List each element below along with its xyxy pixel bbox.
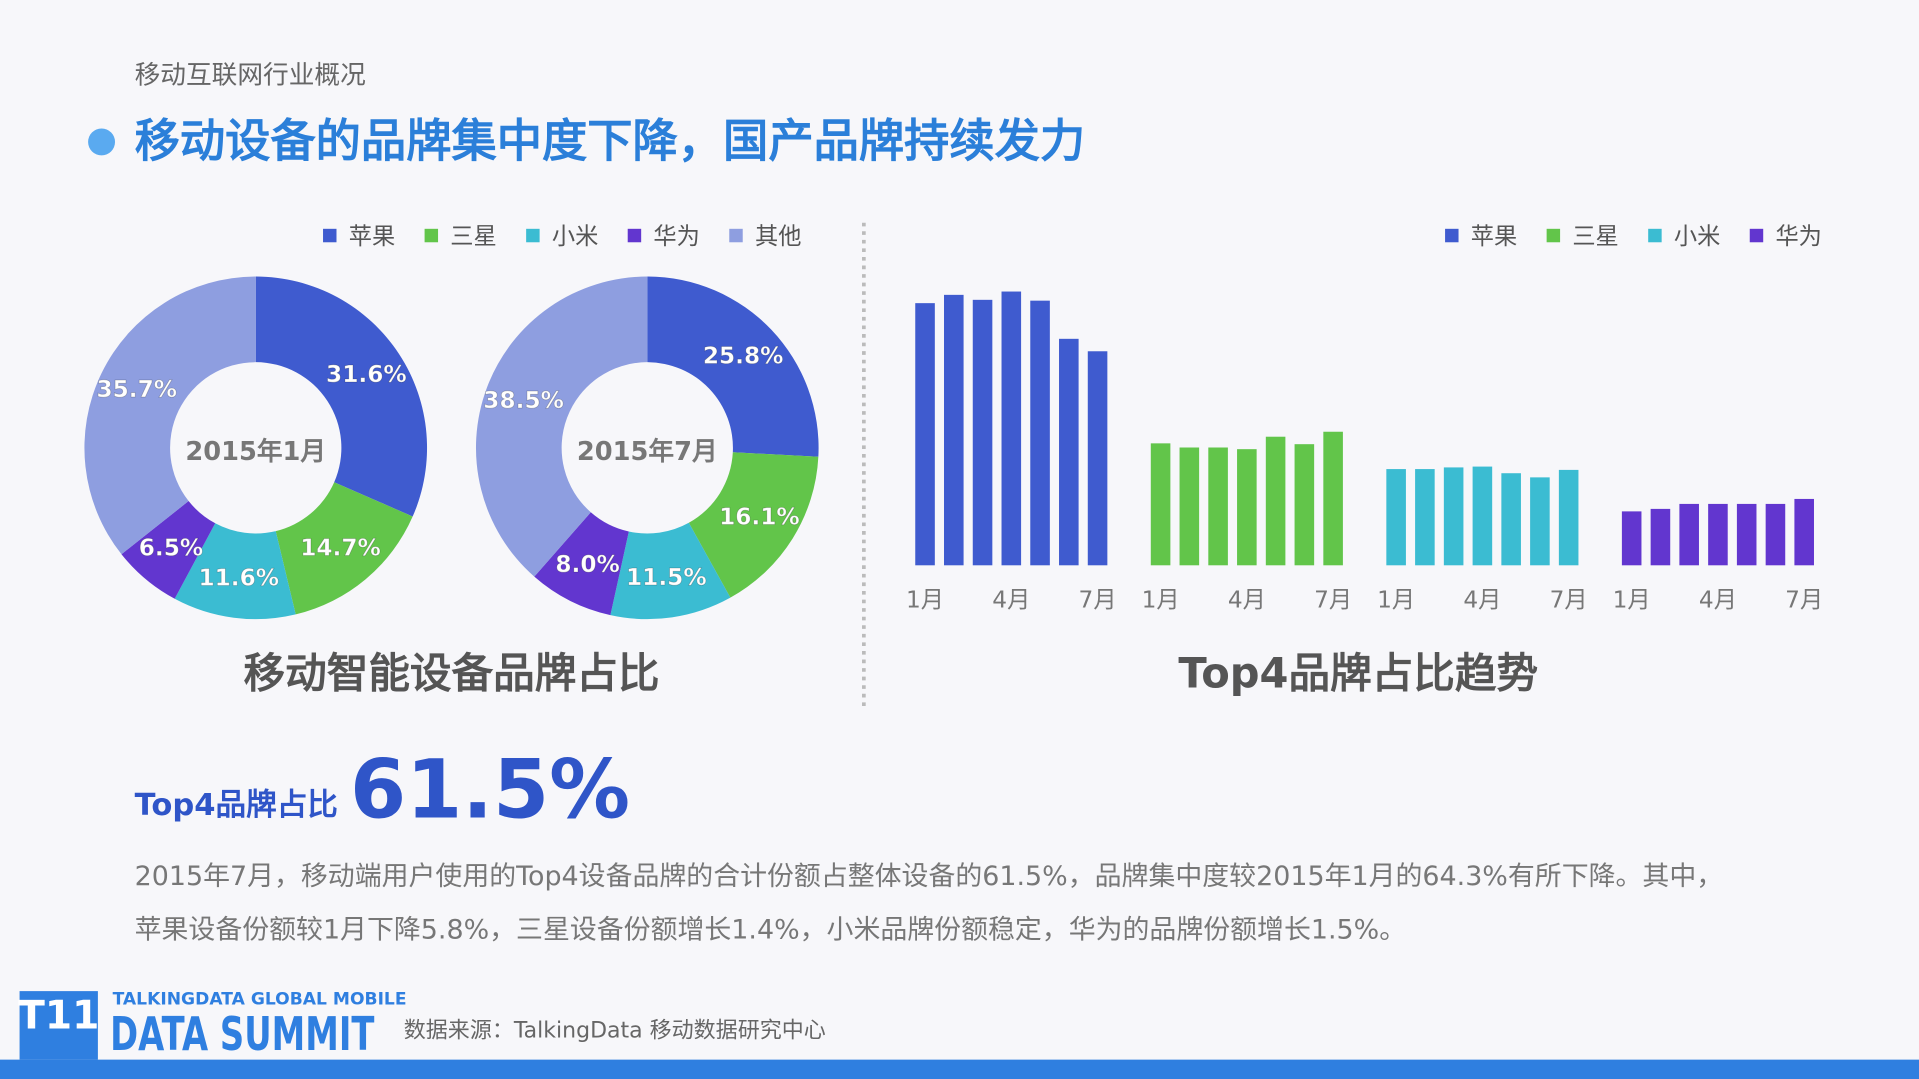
logo-mark: T11 <box>18 994 99 1039</box>
bar <box>1059 338 1079 566</box>
donut-slice <box>121 501 216 599</box>
donut-slice <box>84 276 256 555</box>
value-label: 25.8% <box>703 342 784 369</box>
bar <box>1415 469 1435 566</box>
bar <box>1294 444 1315 566</box>
legend-swatch <box>729 228 743 243</box>
logo-box <box>19 991 98 1060</box>
x-tick-label: 7月 <box>1785 586 1823 613</box>
x-tick-label: 4月 <box>1699 586 1737 613</box>
legend-label: 小米 <box>1674 223 1720 250</box>
donut-slice <box>174 523 296 620</box>
donut-slice <box>255 276 428 517</box>
logo-top: TALKINGDATA GLOBAL MOBILE <box>113 990 407 1010</box>
bar <box>1501 473 1521 566</box>
chart-title: Top4品牌占比趋势 <box>1178 649 1538 698</box>
legend-label: 华为 <box>653 223 699 250</box>
bar <box>1530 477 1550 566</box>
source: 数据来源：TalkingData 移动数据研究中心 <box>404 1018 826 1043</box>
value-label: 35.7% <box>96 376 177 403</box>
value-label: 38.5% <box>483 387 564 414</box>
legend-label: 三星 <box>450 223 496 250</box>
bottom-band <box>0 1059 1919 1079</box>
value-label: 31.6% <box>326 361 407 388</box>
legend-label: 小米 <box>552 223 598 250</box>
bar <box>1179 447 1200 566</box>
bar <box>1621 511 1642 566</box>
bar <box>1208 447 1228 566</box>
bar <box>1443 467 1464 566</box>
bar <box>915 303 935 566</box>
donut-slice <box>610 522 731 620</box>
legend-swatch <box>323 228 337 243</box>
legend-swatch <box>1648 228 1662 243</box>
x-tick-label: 7月 <box>1550 586 1588 613</box>
bar <box>1708 503 1728 566</box>
bar <box>972 299 993 566</box>
value-label: 16.1% <box>719 503 800 530</box>
value-label: 8.0% <box>555 551 619 578</box>
x-tick-label: 1月 <box>906 586 944 613</box>
summary-text: 2015年7月，移动端用户使用的Top4设备品牌的合计份额占整体设备的61.5%… <box>135 861 1724 892</box>
legend-label: 三星 <box>1572 223 1618 250</box>
x-tick-label: 1月 <box>1142 586 1180 613</box>
legend-swatch <box>424 228 439 243</box>
legend-label: 其他 <box>755 223 801 250</box>
donut-slice <box>475 276 648 577</box>
donut-slice <box>275 482 413 615</box>
donut-center-label: 2015年1月 <box>185 436 326 467</box>
legend-swatch <box>627 228 642 243</box>
summary-label: Top4品牌占比 <box>135 788 338 823</box>
bar <box>1679 503 1699 566</box>
bar <box>1650 508 1671 566</box>
bar <box>1265 436 1286 566</box>
summary-text: 苹果设备份额较1月下降5.8%，三星设备份额增长1.4%，小米品牌份额稳定，华为… <box>135 915 1407 946</box>
bar <box>1323 431 1343 566</box>
donut-slice <box>647 276 819 457</box>
page-title: 移动设备的品牌集中度下降，国产品牌持续发力 <box>135 114 1086 167</box>
bar <box>1237 449 1257 566</box>
bar <box>1558 469 1579 566</box>
legend-label: 苹果 <box>349 223 395 250</box>
legend-label: 苹果 <box>1471 223 1517 250</box>
bar <box>1765 503 1786 566</box>
legend-swatch <box>1749 228 1764 243</box>
x-tick-label: 7月 <box>1079 586 1117 613</box>
section-label: 移动互联网行业概况 <box>135 60 366 90</box>
x-tick-label: 4月 <box>1463 586 1501 613</box>
legend-swatch <box>1546 228 1561 243</box>
bar <box>1030 300 1050 566</box>
bar <box>944 294 964 566</box>
value-label: 14.7% <box>300 535 381 562</box>
x-tick-label: 1月 <box>1613 586 1651 613</box>
legend-label: 华为 <box>1775 223 1821 250</box>
logo-main: DATA SUMMIT <box>110 1007 375 1061</box>
legend-swatch <box>526 228 540 243</box>
value-label: 11.5% <box>626 564 707 591</box>
value-label: 6.5% <box>139 535 203 562</box>
bar <box>1736 503 1757 566</box>
x-tick-label: 4月 <box>992 586 1030 613</box>
donut-center-label: 2015年7月 <box>577 436 718 467</box>
bar <box>1386 469 1406 566</box>
summary-figure: 61.5% <box>350 743 630 837</box>
x-tick-label: 1月 <box>1377 586 1415 613</box>
slide-content: 移动互联网行业概况 移动设备的品牌集中度下降，国产品牌持续发力 移动智能设备品牌… <box>0 60 1919 1079</box>
chart-title: 移动智能设备品牌占比 <box>244 649 660 698</box>
bar <box>1001 291 1022 566</box>
legend-swatch <box>1445 228 1459 243</box>
x-tick-label: 4月 <box>1228 586 1266 613</box>
bar <box>1472 466 1493 566</box>
value-label: 11.6% <box>198 564 279 591</box>
bar <box>1150 443 1171 566</box>
bar <box>1794 498 1814 566</box>
donut-slice <box>688 452 819 598</box>
bar <box>1087 351 1108 566</box>
title-dot <box>88 128 116 156</box>
x-tick-label: 7月 <box>1314 586 1352 613</box>
donut-slice <box>534 512 629 616</box>
